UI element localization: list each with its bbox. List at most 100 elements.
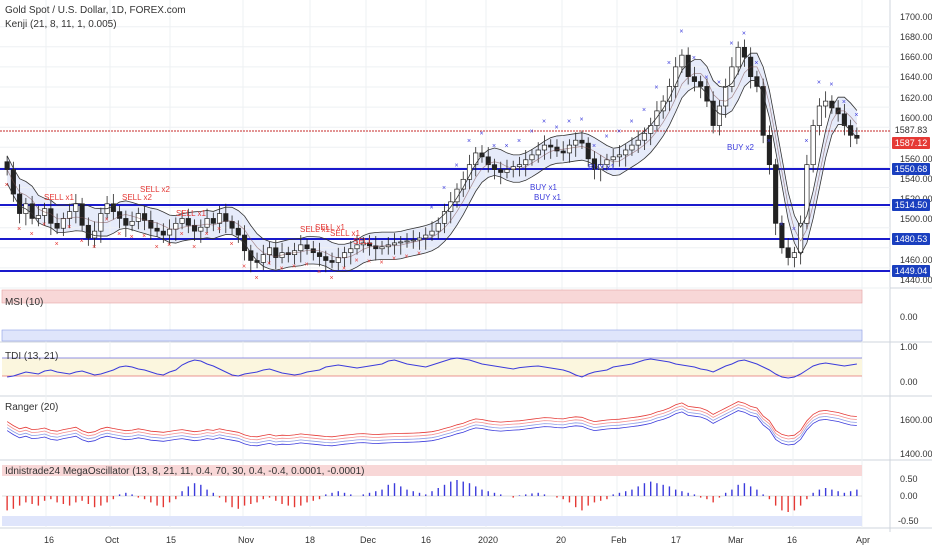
signal-marker: × <box>604 133 608 140</box>
candle-body <box>604 159 610 166</box>
candle-body <box>373 245 379 250</box>
candle-body <box>854 134 860 139</box>
signal-marker: × <box>342 265 346 272</box>
signal-marker: × <box>242 263 246 270</box>
signal-marker: × <box>230 241 234 248</box>
x-tick: Dec <box>360 535 377 545</box>
x-tick: 16 <box>421 535 432 545</box>
candle-body <box>573 139 579 146</box>
x-tick: Nov <box>238 535 255 545</box>
candle-body <box>29 203 35 219</box>
signal-marker: × <box>467 138 471 145</box>
signal-marker: × <box>367 258 371 265</box>
candle-body <box>185 218 191 226</box>
signal-marker: × <box>380 259 384 266</box>
signal-marker: × <box>317 269 321 276</box>
candle-body <box>17 193 23 214</box>
candle-body <box>491 164 498 170</box>
signal-marker: × <box>30 231 34 238</box>
x-tick: 16 <box>787 535 798 545</box>
kenji-legend-text: Kenji (21, 8, 11, 1, 0.005) <box>5 19 117 30</box>
kenji-upper-line <box>6 52 858 245</box>
signal-marker: × <box>792 226 796 233</box>
price-tick: 1540.00 <box>900 174 932 184</box>
tdi-legend: TDI (13, 21) <box>5 351 58 362</box>
candle-body <box>117 211 123 219</box>
x-tick: 18 <box>305 535 316 545</box>
candle-body <box>698 81 704 87</box>
tdi-tick: 1.00 <box>900 342 918 352</box>
kenji-lower-line <box>6 80 858 273</box>
signal-marker: × <box>205 231 209 238</box>
signal-marker: × <box>280 265 284 272</box>
signal-marker: × <box>654 84 658 91</box>
signal-marker: × <box>130 234 134 241</box>
candle-body <box>60 218 66 229</box>
price-tick: 1700.00 <box>900 12 932 22</box>
candle-body <box>266 247 273 255</box>
tdi-band <box>2 358 862 376</box>
signal-marker: × <box>817 79 821 86</box>
symbol-title: Gold Spot / U.S. Dollar, 1D, FOREX.com <box>5 5 186 16</box>
signal-marker: × <box>430 205 434 212</box>
candle-body <box>210 218 216 224</box>
candle-body <box>360 242 366 246</box>
resistance-price-label: 1587.83 <box>894 125 928 135</box>
signal-marker: × <box>17 226 21 233</box>
candle-body <box>454 188 460 203</box>
level-tag: 1514.50 <box>892 199 930 211</box>
candle-body <box>92 230 98 239</box>
ranger-tick: 1600.00 <box>900 415 932 425</box>
price-tick: 1440.00 <box>900 275 932 285</box>
signal-marker: × <box>155 244 159 251</box>
candle-body <box>73 203 79 212</box>
mega-upper-band <box>2 465 862 476</box>
candle-body <box>498 169 504 173</box>
last-price-tag: 1587.12 <box>892 137 930 149</box>
candle-body <box>260 254 266 263</box>
price-tick: 1560.00 <box>900 154 932 164</box>
candle-body <box>585 142 591 160</box>
candle-body <box>810 125 816 166</box>
ranger-legend-text: Ranger (20) <box>5 402 59 413</box>
signal-marker: × <box>417 251 421 258</box>
sell-annotation: SELL x1 <box>315 223 345 232</box>
candle-body <box>173 222 179 230</box>
signal-marker: × <box>217 226 221 233</box>
tdi-legend-text: TDI (13, 21) <box>5 351 59 362</box>
candle-body <box>404 240 410 243</box>
candle-body <box>160 230 166 236</box>
level-tag: 1550.68 <box>892 163 930 175</box>
signal-marker: × <box>642 107 646 114</box>
signal-marker: × <box>842 99 846 106</box>
level-tag: 1480.53 <box>892 233 930 245</box>
signal-marker: × <box>355 257 359 264</box>
candle-body <box>804 164 810 224</box>
sell-annotation: SELL x1 <box>330 229 360 238</box>
candle-body <box>716 105 722 126</box>
candle-body <box>654 110 660 126</box>
level-tag: 1449.04 <box>892 265 930 277</box>
signal-marker: × <box>529 128 533 135</box>
candle-body <box>229 221 235 229</box>
candle-body <box>129 221 135 226</box>
sell-annotation: SELL x1 <box>176 209 206 218</box>
candle-body <box>660 100 666 112</box>
msi-tick: 0.00 <box>900 312 918 322</box>
candle-body <box>335 257 341 263</box>
candle-body <box>85 224 91 239</box>
x-tick: Mar <box>728 535 744 545</box>
candle-body <box>504 169 510 173</box>
signal-marker: × <box>592 143 596 150</box>
price-tick: 1500.00 <box>900 214 932 224</box>
candle-body <box>691 76 697 82</box>
candle-body <box>204 218 210 228</box>
ranger-line <box>6 401 857 438</box>
candle-body <box>560 150 566 154</box>
ranger-line <box>6 410 857 447</box>
x-tick: Feb <box>611 535 627 545</box>
signal-marker: × <box>292 263 296 270</box>
candle-body <box>623 149 629 156</box>
